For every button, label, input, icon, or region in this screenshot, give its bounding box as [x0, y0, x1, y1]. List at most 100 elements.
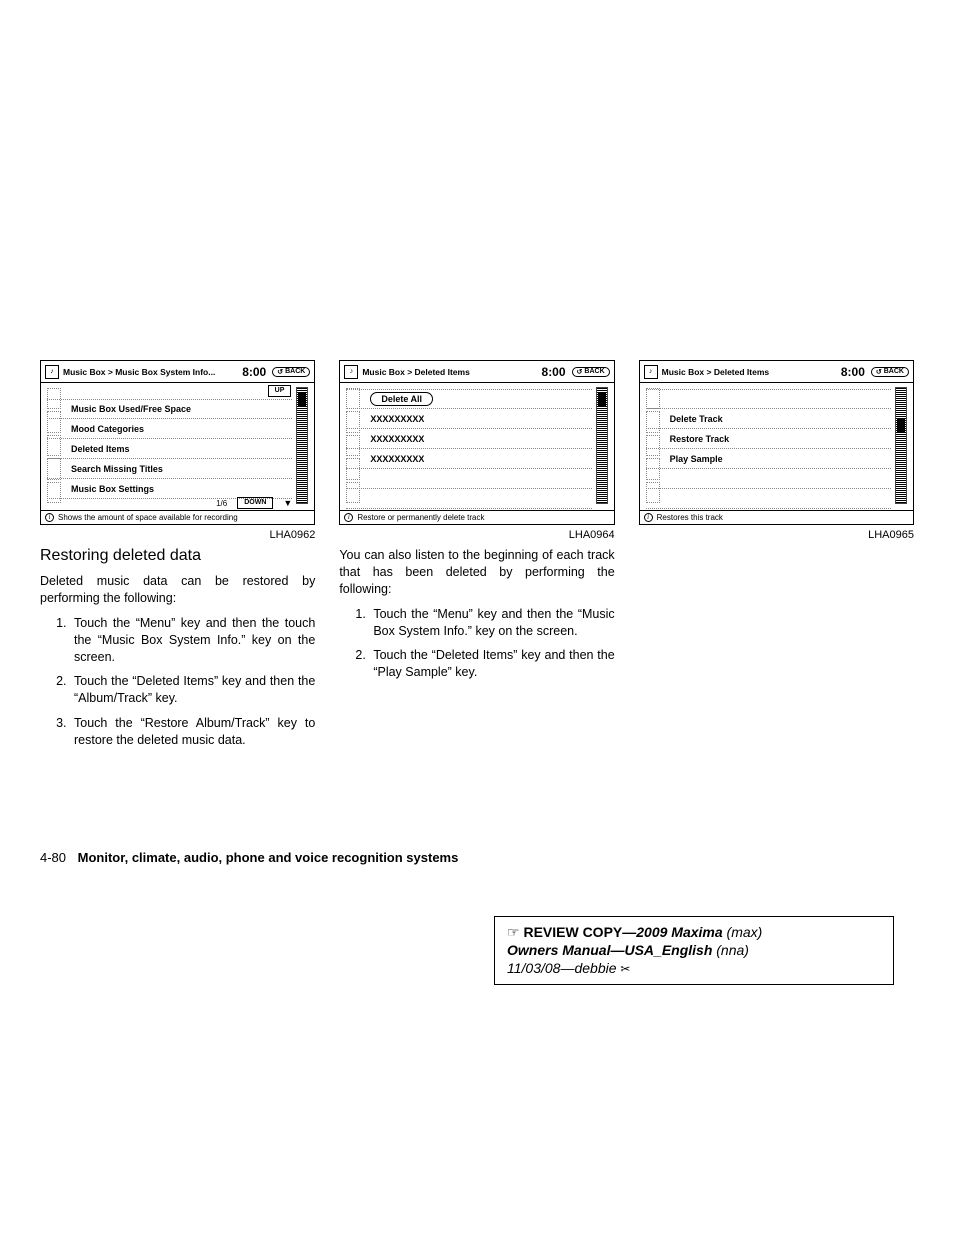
list-item[interactable]: Search Missing Titles — [47, 459, 292, 479]
list-item[interactable]: Deleted Items — [47, 439, 292, 459]
back-button[interactable]: ↺BACK — [871, 367, 909, 377]
scrollbar[interactable] — [895, 387, 907, 504]
list-item[interactable]: Play Sample — [646, 449, 891, 469]
info-text: Restores this track — [657, 513, 723, 522]
info-text: Restore or permanently delete track — [357, 513, 484, 522]
column-1: ♪ Music Box > Music Box System Info... 8… — [40, 360, 315, 757]
screen2-clock: 8:00 — [542, 365, 566, 379]
list-item-label: Delete All — [370, 392, 433, 406]
scrollbar[interactable] — [296, 387, 308, 504]
down-arrow-icon: ▼ — [283, 498, 292, 508]
stamp-prefix: REVIEW COPY— — [523, 924, 636, 940]
list-item[interactable]: Delete All — [346, 389, 591, 409]
screenshot-3-wrap: ♪ Music Box > Deleted Items 8:00 ↺BACK — [639, 360, 914, 541]
list-item-label: Restore Track — [670, 434, 730, 444]
info-text: Shows the amount of space available for … — [58, 513, 238, 522]
back-button[interactable]: ↺BACK — [572, 367, 610, 377]
step: Touch the “Menu” key and then the “Music… — [369, 606, 614, 640]
list-item-label: Delete Track — [670, 414, 723, 424]
info-icon: i — [45, 513, 54, 522]
screen3-breadcrumb: Music Box > Deleted Items — [662, 367, 837, 377]
screen1-bottomrow: 1/6 DOWN ▼ — [71, 496, 292, 510]
list-item[interactable]: XXXXXXXXX — [346, 409, 591, 429]
stamp-line-3: 11/03/08—debbie ✂ — [507, 959, 881, 978]
screenshot-1-caption: LHA0962 — [40, 529, 315, 541]
list-item[interactable] — [646, 489, 891, 509]
scrollbar-thumb[interactable] — [598, 392, 606, 406]
stamp-line-2: Owners Manual—USA_English (nna) — [507, 941, 881, 959]
columns: ♪ Music Box > Music Box System Info... 8… — [40, 360, 914, 757]
scrollbar[interactable] — [596, 387, 608, 504]
list-item[interactable]: Mood Categories — [47, 419, 292, 439]
info-icon: i — [644, 513, 653, 522]
screenshot-2-wrap: ♪ Music Box > Deleted Items 8:00 ↺BACK D… — [339, 360, 614, 541]
music-box-icon: ♪ — [344, 365, 358, 379]
list-item-label: Deleted Items — [71, 444, 130, 454]
screenshot-1-wrap: ♪ Music Box > Music Box System Info... 8… — [40, 360, 315, 541]
list-item[interactable] — [646, 469, 891, 489]
list-item[interactable] — [646, 389, 891, 409]
scrollbar-thumb[interactable] — [897, 418, 905, 432]
list-item-label: Music Box Used/Free Space — [71, 404, 191, 414]
screen2-info: i Restore or permanently delete track — [340, 510, 613, 524]
col1-intro: Deleted music data can be restored by pe… — [40, 573, 315, 607]
down-button[interactable]: DOWN — [237, 497, 273, 509]
stamp-line2-paren: (nna) — [716, 942, 749, 958]
review-stamp: ☞ REVIEW COPY—2009 Maxima (max) Owners M… — [494, 916, 894, 985]
up-button[interactable]: UP — [268, 385, 292, 397]
list-item-label: XXXXXXXXX — [370, 454, 424, 464]
screen1-clock: 8:00 — [242, 365, 266, 379]
column-3: ♪ Music Box > Deleted Items 8:00 ↺BACK — [639, 360, 914, 757]
stamp-title: 2009 Maxima — [636, 924, 722, 940]
list-item[interactable]: Music Box Used/Free Space — [47, 399, 292, 419]
step: Touch the “Deleted Items” key and then t… — [70, 673, 315, 707]
music-box-icon: ♪ — [45, 365, 59, 379]
list-item[interactable]: Restore Track — [646, 429, 891, 449]
list-item-label: Play Sample — [670, 454, 723, 464]
info-icon: i — [344, 513, 353, 522]
list-item[interactable] — [346, 469, 591, 489]
back-label: BACK — [285, 368, 305, 375]
step: Touch the “Deleted Items” key and then t… — [369, 647, 614, 681]
col2-intro: You can also listen to the beginning of … — [339, 547, 614, 598]
list-item-label: XXXXXXXXX — [370, 434, 424, 444]
screen3-list: Delete Track Restore Track Play Sample — [646, 389, 891, 504]
screenshot-3: ♪ Music Box > Deleted Items 8:00 ↺BACK — [639, 360, 914, 525]
screen2-titlebar: ♪ Music Box > Deleted Items 8:00 ↺BACK — [340, 361, 613, 383]
screenshot-2: ♪ Music Box > Deleted Items 8:00 ↺BACK D… — [339, 360, 614, 525]
scrollbar-thumb[interactable] — [298, 392, 306, 406]
scissors-icon: ✂ — [620, 962, 630, 976]
col1-steps: Touch the “Menu” key and then the touch … — [40, 615, 315, 749]
list-item[interactable] — [346, 489, 591, 509]
stamp-line-1: ☞ REVIEW COPY—2009 Maxima (max) — [507, 923, 881, 941]
back-button[interactable]: ↺BACK — [272, 367, 310, 377]
section-title: Monitor, climate, audio, phone and voice… — [78, 850, 459, 865]
pointing-hand-icon: ☞ — [507, 924, 523, 940]
restoring-heading: Restoring deleted data — [40, 547, 315, 565]
back-arrow-icon: ↺ — [277, 368, 283, 376]
screen3-info: i Restores this track — [640, 510, 913, 524]
page-footer: 4-80 Monitor, climate, audio, phone and … — [40, 850, 458, 865]
back-label: BACK — [884, 368, 904, 375]
manual-page: ♪ Music Box > Music Box System Info... 8… — [0, 0, 954, 1235]
column-2: ♪ Music Box > Deleted Items 8:00 ↺BACK D… — [339, 360, 614, 757]
list-item-label: Music Box Settings — [71, 484, 154, 494]
page-indicator: 1/6 — [216, 499, 227, 508]
page-number: 4-80 — [40, 850, 66, 865]
list-item[interactable]: XXXXXXXXX — [346, 429, 591, 449]
list-item[interactable]: XXXXXXXXX — [346, 449, 591, 469]
step: Touch the “Restore Album/Track” key to r… — [70, 715, 315, 749]
back-label: BACK — [584, 368, 604, 375]
screen1-breadcrumb: Music Box > Music Box System Info... — [63, 367, 238, 377]
list-item[interactable]: Delete Track — [646, 409, 891, 429]
screenshot-2-caption: LHA0964 — [339, 529, 614, 541]
screen1-titlebar: ♪ Music Box > Music Box System Info... 8… — [41, 361, 314, 383]
screen1-info: i Shows the amount of space available for… — [41, 510, 314, 524]
screen3-clock: 8:00 — [841, 365, 865, 379]
screen1-list: Music Box Used/Free Space Mood Categorie… — [47, 399, 292, 494]
list-item-label: Mood Categories — [71, 424, 144, 434]
stamp-paren: (max) — [727, 924, 763, 940]
screen1-toprow: UP ▲ — [41, 383, 314, 399]
list-item-label: Search Missing Titles — [71, 464, 163, 474]
screenshot-3-caption: LHA0965 — [639, 529, 914, 541]
